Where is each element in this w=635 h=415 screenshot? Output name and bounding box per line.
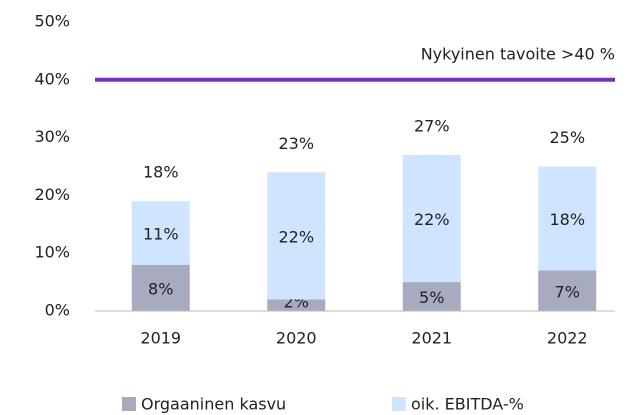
target-label: Nykyinen tavoite >40 % (421, 44, 615, 63)
value-label: 11% (143, 224, 179, 243)
value-label: 5% (419, 288, 444, 307)
y-tick-label: 30% (34, 127, 70, 146)
y-tick-label: 20% (34, 185, 70, 204)
bar-segment (131, 201, 190, 265)
value-label: 22% (278, 227, 314, 246)
bar-segment (402, 282, 461, 311)
total-label: 23% (278, 134, 314, 153)
legend-swatch (122, 397, 136, 411)
value-label: 18% (549, 210, 585, 229)
y-tick-label: 10% (34, 243, 70, 262)
bar-segment (267, 172, 326, 300)
x-tick-label: 2022 (547, 329, 588, 348)
total-label: 25% (549, 128, 585, 147)
y-tick-label: 50% (34, 12, 70, 31)
total-label: 27% (414, 116, 450, 135)
legend-swatch (392, 397, 406, 411)
bar-segment (538, 270, 597, 311)
bar-segment (267, 299, 326, 311)
value-label: 22% (414, 210, 450, 229)
total-label: 18% (143, 163, 179, 182)
legend-label: Orgaaninen kasvu (141, 395, 286, 414)
x-tick-label: 2020 (276, 329, 317, 348)
x-tick-label: 2019 (140, 329, 181, 348)
value-label: 7% (555, 282, 580, 301)
value-label: 8% (148, 279, 173, 298)
bar-segment (131, 264, 190, 311)
x-tick-label: 2021 (411, 329, 452, 348)
bar-segment (402, 154, 461, 283)
legend-label: oik. EBITDA-% (411, 395, 524, 414)
y-tick-label: 40% (34, 69, 70, 88)
y-tick-label: 0% (45, 301, 70, 320)
bar-segment (538, 166, 597, 271)
